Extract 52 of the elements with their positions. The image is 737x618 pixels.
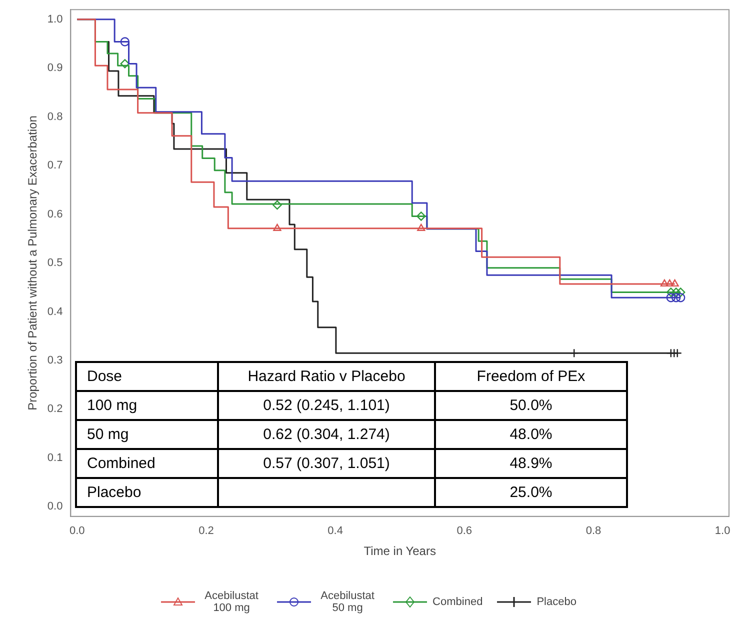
point — [670, 279, 679, 287]
legend-label: Combined — [432, 596, 483, 608]
y-tick-label: 0.6 — [47, 208, 63, 220]
y-tick-label: 0.2 — [47, 403, 63, 416]
y-tick-label: 0.5 — [47, 257, 63, 270]
y-tick-label: 0.1 — [47, 452, 63, 464]
point — [120, 59, 130, 68]
point — [666, 279, 674, 287]
annotation: Dose — [76, 362, 218, 391]
point — [666, 293, 676, 302]
point — [676, 288, 686, 297]
legend-label: Acebilustat 50 mg — [320, 590, 376, 614]
y-tick-label: 0.4 — [47, 306, 63, 318]
legend-label: Acebilustat 100 mg — [204, 590, 260, 614]
point — [120, 37, 130, 46]
point — [417, 224, 426, 231]
x-tick-label: 0.4 — [328, 525, 343, 538]
annotation: 0.57 (0.307, 1.051) — [218, 449, 435, 478]
y-tick-label: 0.7 — [47, 160, 63, 172]
point — [272, 200, 282, 210]
y-tick-label: 0.8 — [47, 110, 63, 123]
x-axis-title: Time in Years — [364, 544, 436, 558]
annotation: 100 mg — [76, 391, 218, 420]
y-tick-label: 0.9 — [47, 62, 63, 74]
annotation: 0.52 (0.245, 1.101) — [218, 391, 435, 420]
annotation: 0.62 (0.304, 1.274) — [218, 420, 435, 449]
annotation: Combined — [76, 449, 218, 478]
y-tick-label: 0.0 — [47, 500, 63, 513]
x-tick-label: 0.6 — [456, 525, 472, 538]
x-tick-label: 0.2 — [198, 525, 214, 538]
x-tick-label: 0.0 — [69, 525, 85, 538]
point — [676, 293, 686, 302]
point — [273, 224, 282, 231]
x-tick-label: 1.0 — [714, 525, 730, 538]
point — [671, 293, 681, 302]
point — [671, 288, 681, 297]
annotation: Placebo — [76, 478, 218, 507]
x-tick-label: 0.8 — [586, 525, 602, 538]
annotation: 50.0% — [435, 391, 627, 420]
y-tick-label: 0.3 — [47, 354, 63, 366]
point — [666, 288, 676, 297]
annotation: 50 mg — [76, 420, 218, 449]
annotation: 48.0% — [435, 420, 627, 449]
y-axis-title: Proportion of Patient without a Pulmonary Exacerbation — [26, 116, 40, 410]
annotation: 48.9% — [435, 449, 627, 478]
y-tick-label: 1.0 — [47, 13, 63, 26]
annotation: Freedom of PEx — [435, 362, 627, 391]
legend-label: Placebo — [536, 596, 576, 608]
annotation: 25.0% — [435, 478, 627, 507]
point — [660, 279, 669, 287]
annotation: Hazard Ratio v Placebo — [218, 362, 435, 391]
point — [416, 212, 426, 221]
